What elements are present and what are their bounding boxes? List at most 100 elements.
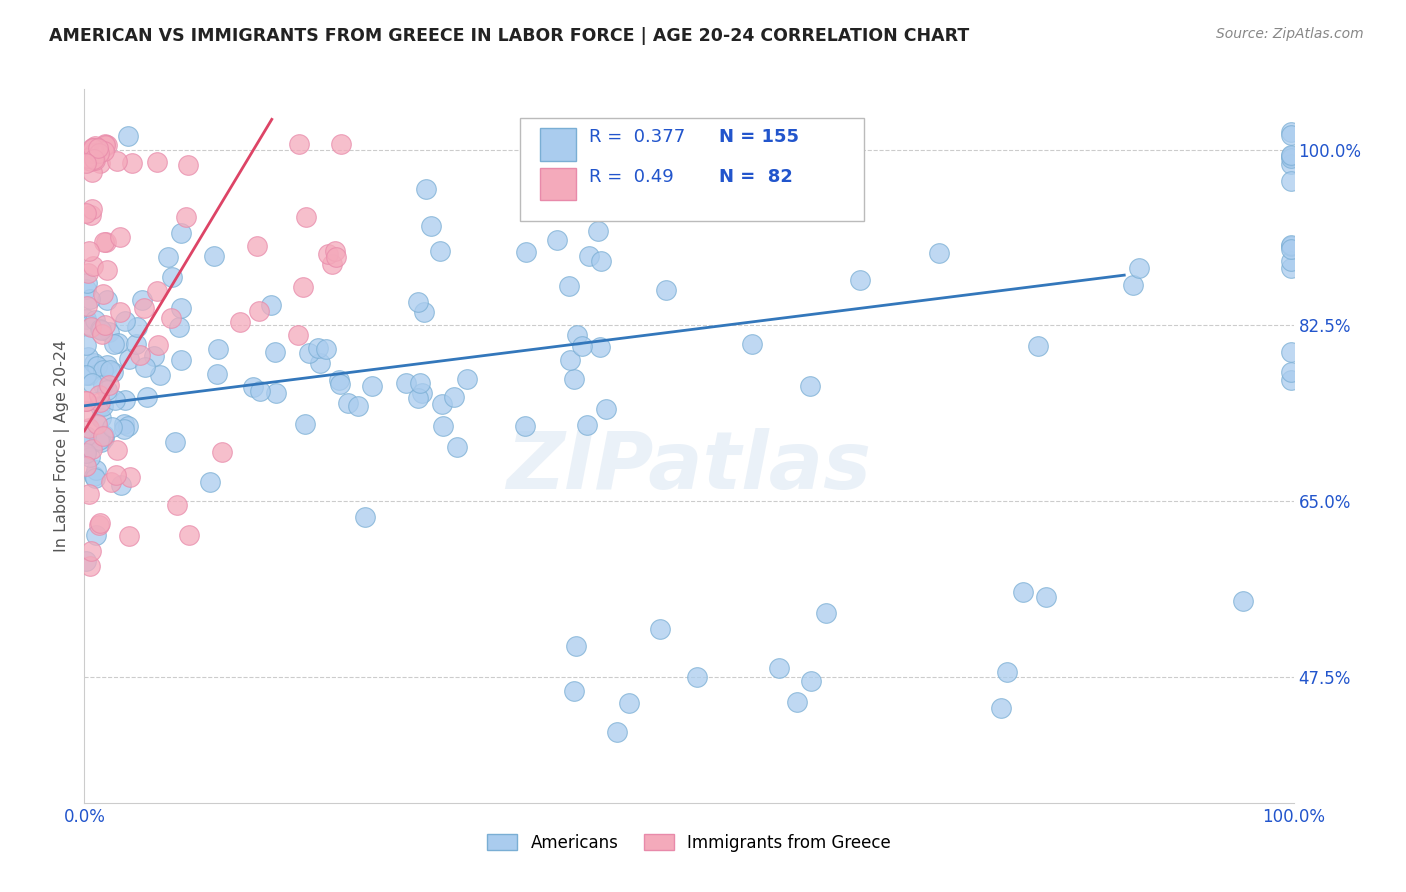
- Point: [148, 338, 170, 352]
- Point: [1279, 174, 1302, 188]
- Y-axis label: In Labor Force | Age 20-24: In Labor Force | Age 20-24: [55, 340, 70, 552]
- Point: [79, 292, 101, 306]
- Point: [110, 478, 132, 492]
- Point: [80, 544, 103, 558]
- Point: [307, 341, 329, 355]
- Point: [287, 137, 309, 152]
- Point: [103, 336, 125, 351]
- Point: [814, 607, 837, 621]
- FancyBboxPatch shape: [540, 128, 576, 161]
- Point: [1279, 254, 1302, 268]
- Point: [560, 353, 582, 368]
- Point: [160, 311, 183, 326]
- Point: [77, 145, 100, 160]
- Point: [443, 390, 465, 404]
- Point: [291, 280, 314, 294]
- Point: [121, 156, 143, 170]
- Point: [429, 244, 451, 259]
- Point: [75, 554, 97, 568]
- Point: [75, 312, 97, 326]
- Point: [589, 254, 612, 268]
- Point: [412, 305, 434, 319]
- Point: [83, 356, 105, 370]
- Point: [75, 459, 97, 474]
- Point: [636, 138, 658, 153]
- Point: [112, 417, 135, 431]
- Point: [315, 342, 337, 356]
- Point: [575, 418, 598, 433]
- Point: [80, 376, 103, 390]
- Point: [546, 233, 568, 247]
- Point: [1279, 125, 1302, 139]
- Point: [75, 394, 97, 409]
- Point: [686, 669, 709, 683]
- Point: [76, 277, 98, 291]
- Point: [330, 137, 353, 152]
- Point: [104, 392, 127, 407]
- Point: [90, 327, 112, 342]
- Point: [696, 122, 718, 136]
- Point: [114, 313, 136, 327]
- Point: [96, 138, 118, 153]
- Point: [93, 428, 115, 442]
- Point: [100, 419, 122, 434]
- Point: [110, 305, 132, 319]
- Point: [114, 392, 136, 407]
- Point: [446, 440, 468, 454]
- Point: [87, 141, 110, 155]
- Point: [77, 318, 100, 332]
- Point: [75, 206, 97, 220]
- Point: [93, 235, 115, 249]
- Point: [198, 475, 221, 489]
- Point: [415, 182, 437, 196]
- Point: [595, 402, 617, 417]
- Point: [799, 378, 821, 392]
- Point: [515, 245, 537, 260]
- Point: [328, 373, 350, 387]
- Point: [107, 335, 129, 350]
- Point: [411, 386, 433, 401]
- Point: [134, 301, 156, 316]
- Point: [571, 339, 593, 353]
- Point: [928, 246, 950, 260]
- Point: [586, 224, 609, 238]
- Point: [1279, 151, 1302, 165]
- Point: [786, 695, 808, 709]
- Point: [1279, 147, 1302, 161]
- Point: [90, 323, 112, 337]
- Point: [741, 336, 763, 351]
- Point: [1279, 157, 1302, 171]
- Point: [82, 141, 104, 155]
- Point: [79, 558, 101, 573]
- Text: Source: ZipAtlas.com: Source: ZipAtlas.com: [1216, 27, 1364, 41]
- Point: [100, 475, 122, 489]
- Point: [75, 156, 97, 170]
- Point: [96, 263, 118, 277]
- Point: [432, 419, 454, 434]
- Point: [97, 325, 120, 339]
- Text: AMERICAN VS IMMIGRANTS FROM GREECE IN LABOR FORCE | AGE 20-24 CORRELATION CHART: AMERICAN VS IMMIGRANTS FROM GREECE IN LA…: [49, 27, 970, 45]
- Point: [80, 164, 103, 178]
- Point: [1279, 365, 1302, 379]
- Point: [91, 377, 114, 392]
- Point: [247, 303, 270, 318]
- Point: [94, 137, 117, 152]
- Point: [83, 313, 105, 327]
- Point: [75, 281, 97, 295]
- Point: [105, 468, 128, 483]
- Point: [91, 429, 114, 443]
- Point: [1122, 277, 1144, 292]
- Point: [165, 435, 187, 450]
- Point: [86, 417, 108, 431]
- Point: [143, 350, 166, 364]
- Point: [80, 202, 103, 216]
- Point: [91, 363, 114, 377]
- Point: [93, 431, 115, 445]
- Point: [648, 623, 671, 637]
- Point: [329, 377, 352, 392]
- Point: [1279, 344, 1302, 359]
- Point: [89, 156, 111, 170]
- Point: [169, 320, 191, 334]
- Point: [606, 724, 628, 739]
- Point: [849, 273, 872, 287]
